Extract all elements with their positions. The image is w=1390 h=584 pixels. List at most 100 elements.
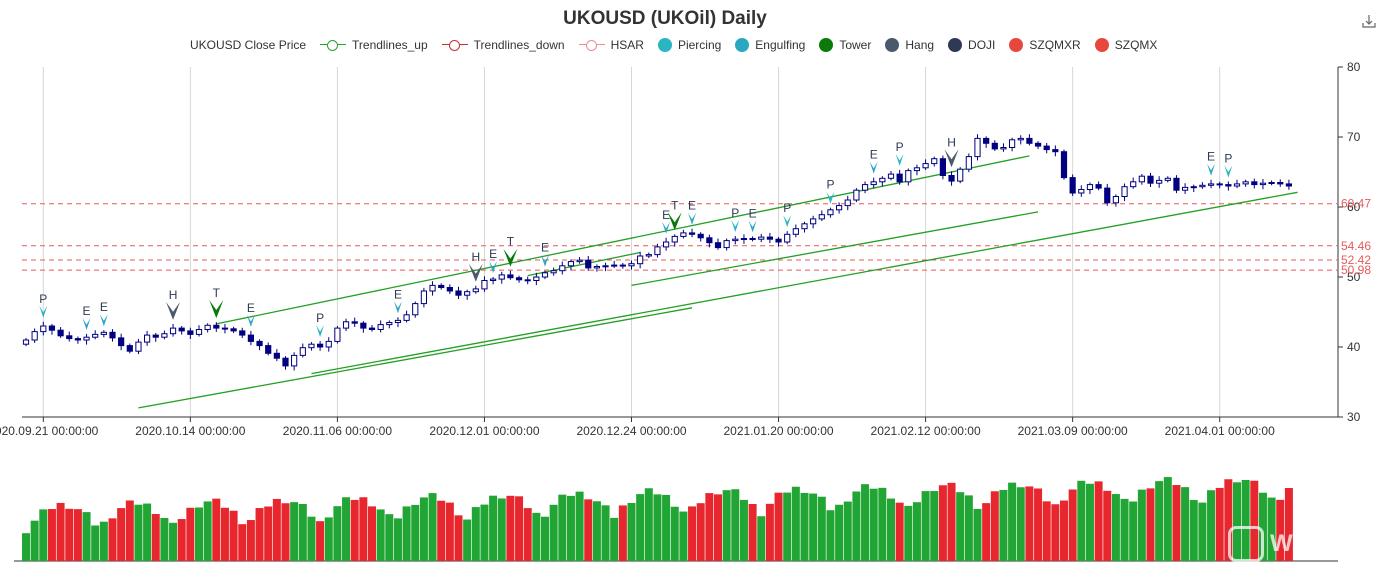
- volume-bar: [307, 516, 316, 561]
- volume-bar: [1163, 477, 1172, 561]
- legend-item[interactable]: DOJI: [948, 38, 995, 52]
- candle-body: [1060, 151, 1068, 179]
- candle-body: [974, 137, 981, 158]
- candle-body: [360, 322, 367, 329]
- volume-bar: [1034, 488, 1043, 561]
- candle-body: [1285, 183, 1293, 187]
- candle-body: [135, 341, 142, 352]
- candle-body: [230, 328, 237, 332]
- candle-body: [775, 238, 782, 243]
- volume-bar: [125, 500, 134, 561]
- volume-bar: [523, 508, 532, 561]
- volume-bar: [999, 489, 1008, 561]
- legend-item[interactable]: Piercing: [657, 38, 721, 52]
- candle-body: [637, 255, 644, 265]
- hsar-label: 54.46: [1341, 239, 1371, 253]
- candle-body: [490, 278, 497, 282]
- candle-body: [31, 331, 38, 341]
- candle-body: [758, 236, 765, 240]
- candle-body: [394, 319, 402, 323]
- candle-body: [481, 280, 488, 290]
- pattern-label: P: [896, 140, 904, 154]
- candle-body: [567, 261, 575, 267]
- candle-body: [749, 238, 756, 240]
- volume-bar: [1241, 479, 1250, 561]
- volume-bar: [852, 491, 861, 561]
- candle-body: [204, 324, 211, 330]
- volume-bar: [1181, 487, 1190, 561]
- volume-bar: [73, 509, 82, 561]
- pattern-marker: [316, 325, 325, 338]
- hsar-label: 50.98: [1341, 263, 1371, 277]
- legend-item[interactable]: Engulfing: [735, 38, 805, 52]
- volume-bar: [1276, 499, 1285, 561]
- candle-body: [844, 199, 851, 207]
- candle-body: [1147, 175, 1154, 184]
- candle-body: [602, 265, 609, 268]
- candle-body: [991, 142, 998, 150]
- x-tick-label: 2020.12.01 00:00:00: [429, 424, 539, 438]
- volume-bar: [298, 503, 307, 561]
- legend-label: Tower: [839, 38, 872, 52]
- volume-bar: [1094, 481, 1103, 561]
- legend-label: Engulfing: [755, 38, 806, 52]
- candle-body: [265, 345, 272, 354]
- legend-marker: [1094, 38, 1109, 52]
- y-tick-label: 50: [1347, 270, 1361, 284]
- candle-body: [1043, 145, 1050, 151]
- volume-bar: [195, 507, 203, 561]
- candle-body: [498, 274, 505, 280]
- candle-body: [195, 329, 203, 335]
- pattern-label: E: [662, 208, 670, 222]
- pattern-label: P: [316, 311, 324, 325]
- candle-body: [472, 288, 479, 293]
- candle-body: [688, 232, 696, 235]
- candle-body: [706, 237, 713, 244]
- candle-body: [1052, 149, 1059, 153]
- candle-body: [723, 240, 730, 249]
- volume-bar: [419, 497, 428, 561]
- y-tick-label: 40: [1347, 340, 1361, 354]
- candle-body: [896, 173, 903, 183]
- volume-bar: [22, 533, 30, 561]
- candle-body: [368, 327, 376, 331]
- volume-bar: [696, 503, 705, 561]
- trendline: [311, 191, 1298, 375]
- legend-item[interactable]: SZQMXR: [1009, 38, 1081, 52]
- pattern-marker: [667, 212, 682, 231]
- pattern-label: P: [39, 292, 47, 306]
- candle-body: [386, 322, 393, 326]
- volume-bar: [437, 500, 446, 561]
- volume-bar: [186, 507, 195, 561]
- candle-body: [74, 338, 82, 341]
- candle-body: [1130, 181, 1137, 188]
- candle-body: [792, 228, 799, 235]
- candle-body: [239, 330, 246, 336]
- pattern-label: T: [507, 235, 515, 249]
- candle-body: [931, 158, 938, 165]
- volume-bar: [393, 518, 402, 561]
- legend-item[interactable]: SZQMX: [1094, 38, 1157, 52]
- pattern-label: E: [688, 199, 696, 213]
- volume-bar: [385, 514, 394, 561]
- trendline: [138, 307, 693, 409]
- legend-item[interactable]: HSAR: [578, 38, 644, 52]
- legend-item[interactable]: UKOUSD Close Price: [190, 38, 306, 52]
- volume-bar: [117, 508, 126, 561]
- legend-item[interactable]: Hang: [885, 38, 934, 52]
- candle-body: [1026, 137, 1033, 144]
- save-image-icon[interactable]: [1362, 14, 1376, 28]
- volume-bar: [566, 495, 575, 561]
- pattern-marker: [503, 248, 518, 267]
- pattern-label: E: [247, 301, 255, 315]
- candle-body: [1069, 177, 1076, 194]
- volume-bar: [290, 502, 299, 561]
- legend-label: HSAR: [610, 38, 644, 52]
- legend-item[interactable]: Trendlines_down: [441, 38, 565, 52]
- legend-item[interactable]: Trendlines_up: [320, 38, 428, 52]
- volume-bar: [99, 521, 108, 561]
- legend-item[interactable]: Tower: [819, 38, 871, 52]
- candle-body: [247, 334, 255, 342]
- volume-bar: [731, 489, 740, 561]
- candle-body: [1251, 181, 1258, 186]
